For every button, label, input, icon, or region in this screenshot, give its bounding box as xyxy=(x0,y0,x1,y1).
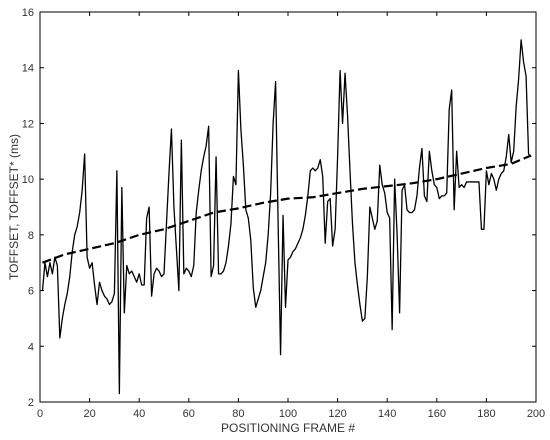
x-tick-label: 180 xyxy=(477,408,495,420)
plot-area-frame xyxy=(39,11,537,403)
x-tick-label: 20 xyxy=(83,408,95,420)
y-tick-label: 4 xyxy=(28,341,34,353)
y-axis-title: TOFFSET, TOFFSET* (ms) xyxy=(7,134,21,280)
y-axis-ticks: 2 4 6 8 10 12 14 16 xyxy=(22,7,536,409)
x-tick-label: 160 xyxy=(428,408,446,420)
x-axis-title: POSITIONING FRAME # xyxy=(221,421,355,435)
series-line-solid xyxy=(41,39,532,395)
x-tick-label: 80 xyxy=(232,408,244,420)
x-tick-label: 100 xyxy=(279,408,297,420)
y-tick-label: 8 xyxy=(28,230,34,242)
y-tick-label: 14 xyxy=(22,63,34,75)
y-tick-label: 6 xyxy=(28,286,34,298)
x-tick-label: 40 xyxy=(133,408,145,420)
x-tick-label: 60 xyxy=(183,408,195,420)
y-tick-label: 16 xyxy=(22,7,34,19)
y-tick-label: 10 xyxy=(22,174,34,186)
y-tick-label: 12 xyxy=(22,118,34,130)
x-tick-label: 120 xyxy=(328,408,346,420)
series-layer xyxy=(41,39,532,395)
x-tick-label: 0 xyxy=(37,408,43,420)
x-axis-ticks: 0 20 40 60 80 100 120 140 160 180 200 xyxy=(37,12,545,420)
x-tick-label: 140 xyxy=(378,408,396,420)
y-tick-label: 2 xyxy=(28,397,34,409)
series-line-dashed xyxy=(42,154,532,264)
x-tick-label: 200 xyxy=(527,408,545,420)
